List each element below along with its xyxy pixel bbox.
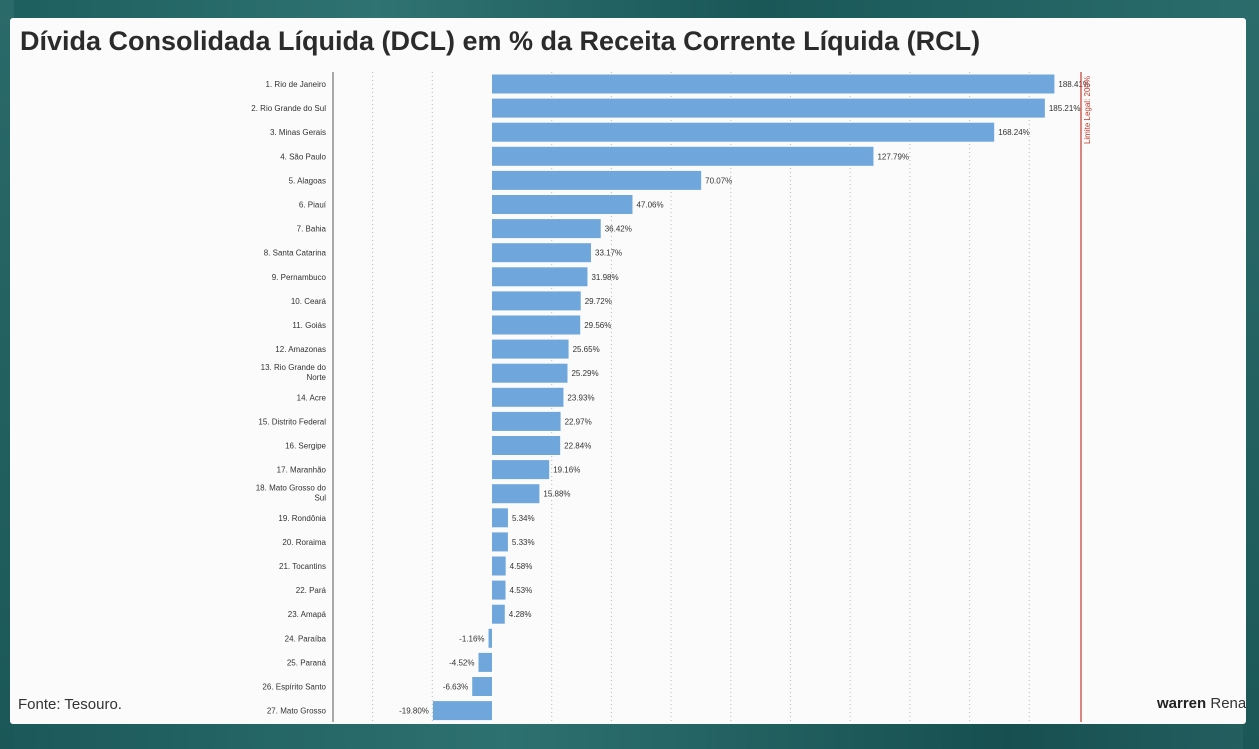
bar: [492, 460, 550, 480]
category-label: 22. Pará: [296, 586, 327, 595]
bar: [492, 436, 561, 455]
category-label: 6. Piauí: [299, 201, 327, 210]
category-label: 10. Ceará: [291, 297, 327, 306]
bar: [492, 363, 568, 383]
category-label: 12. Amazonas: [275, 345, 326, 354]
value-label: 19.16%: [553, 466, 580, 475]
value-label: 23.93%: [567, 393, 594, 402]
bar: [492, 267, 588, 287]
category-label: 1. Rio de Janeiro: [266, 80, 327, 89]
category-label: 24. Paraíba: [285, 634, 327, 643]
value-label: -19.80%: [399, 707, 429, 716]
source-note: Fonte: Tesouro.: [18, 696, 122, 713]
bar: [492, 74, 1055, 94]
value-label: 70.07%: [705, 176, 732, 185]
bar: [478, 652, 492, 672]
category-label: 20. Roraima: [282, 538, 326, 547]
category-label: 14. Acre: [297, 393, 327, 402]
brand-bold: warren: [1157, 695, 1207, 712]
value-label: 5.33%: [512, 538, 535, 547]
category-label: 7. Bahia: [297, 225, 327, 234]
value-label: 29.72%: [585, 297, 612, 306]
value-label: 31.98%: [591, 273, 618, 282]
bar: [492, 604, 505, 624]
category-label: 27. Mato Grosso: [267, 707, 327, 716]
value-label: 22.97%: [565, 417, 592, 426]
value-label: 185.21%: [1049, 104, 1081, 113]
category-label: 15. Distrito Federal: [258, 417, 326, 426]
value-label: 4.53%: [510, 586, 533, 595]
category-label: 8. Santa Catarina: [264, 249, 327, 258]
category-label: 23. Amapá: [288, 610, 327, 619]
bar: [492, 98, 1045, 118]
bar: [492, 556, 506, 576]
value-label: 127.79%: [877, 152, 909, 161]
bar: [472, 677, 492, 696]
value-label: 29.56%: [584, 321, 611, 330]
bar: [492, 122, 995, 142]
bar: [492, 580, 506, 600]
category-label: 16. Sergipe: [285, 442, 326, 451]
category-label: 26. Espírito Santo: [262, 683, 326, 692]
value-label: 168.24%: [998, 128, 1030, 137]
category-label: 9. Pernambuco: [272, 273, 327, 282]
category-label: 21. Tocantins: [279, 562, 326, 571]
value-label: 25.29%: [571, 369, 598, 378]
bar: [492, 219, 601, 239]
limit-line-label: Limite Legal: 200%: [1083, 76, 1092, 144]
value-label: 4.28%: [509, 610, 532, 619]
value-label: 22.84%: [564, 442, 591, 451]
brand-logo: warren Rena: [1157, 695, 1246, 712]
value-label: 5.34%: [512, 514, 535, 523]
value-label: 25.65%: [573, 345, 600, 354]
frame-bottom: [0, 719, 1259, 749]
value-label: 36.42%: [605, 225, 632, 234]
category-label: 5. Alagoas: [289, 176, 326, 185]
bar: [492, 387, 564, 407]
bar: [432, 701, 492, 721]
value-label: -4.52%: [449, 658, 474, 667]
value-label: -6.63%: [443, 683, 468, 692]
bar: [492, 291, 581, 311]
frame-right: [1243, 0, 1259, 749]
value-label: 33.17%: [595, 249, 622, 258]
value-label: 15.88%: [543, 490, 570, 499]
bar: [492, 195, 633, 214]
brand-rest: Rena: [1210, 695, 1247, 712]
value-label: 188.41%: [1058, 80, 1090, 89]
bar: [492, 243, 592, 263]
category-label: 19. Rondônia: [278, 514, 326, 523]
bar: [492, 508, 508, 528]
bar: [492, 146, 874, 166]
bar: [492, 315, 581, 335]
value-label: 47.06%: [636, 201, 663, 210]
category-label: 25. Paraná: [287, 658, 327, 667]
category-label: 11. Goiás: [292, 321, 326, 330]
bar: [492, 339, 569, 359]
category-label: 2. Rio Grande do Sul: [251, 104, 326, 113]
bar: [492, 484, 540, 504]
category-label: 4. São Paulo: [280, 152, 326, 161]
chart-title: Dívida Consolidada Líquida (DCL) em % da…: [20, 26, 981, 56]
value-label: 4.58%: [510, 562, 533, 571]
category-label: 17. Maranhão: [277, 466, 327, 475]
bar: [488, 628, 492, 648]
bar: [492, 532, 508, 552]
bar: [492, 170, 702, 190]
category-label: 13. Rio Grande do Norte: [261, 363, 327, 382]
bar: [492, 411, 561, 431]
value-label: -1.16%: [459, 634, 484, 643]
category-label: 18. Mato Grosso do Sul: [256, 484, 327, 503]
category-label: 3. Minas Gerais: [270, 128, 326, 137]
